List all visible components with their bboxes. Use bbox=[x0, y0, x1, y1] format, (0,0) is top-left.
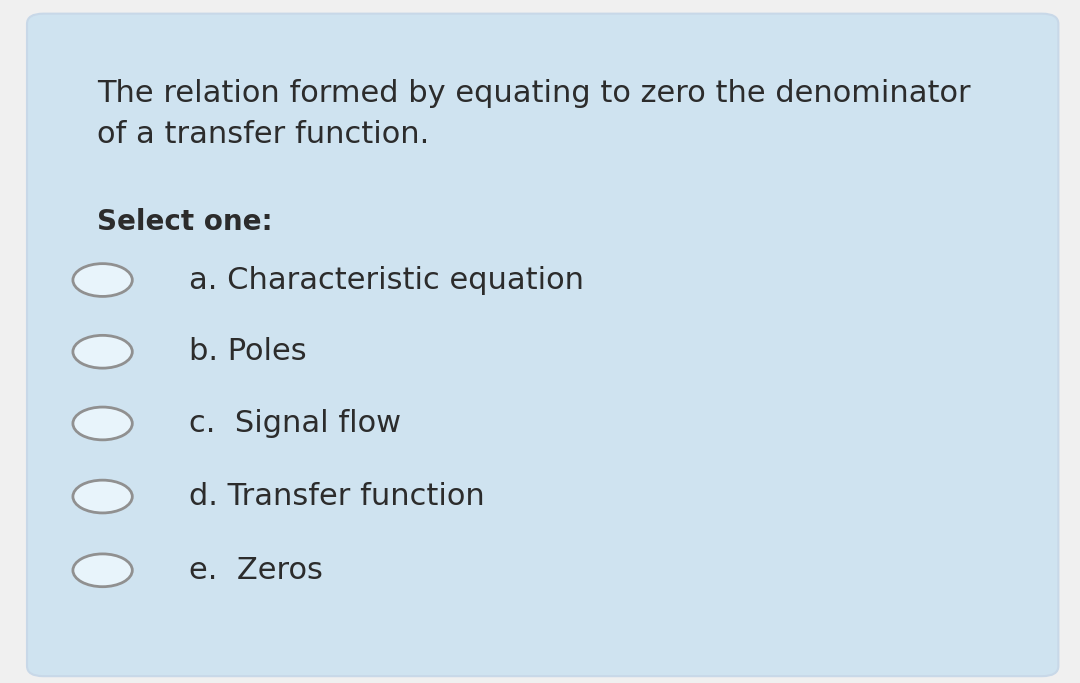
Text: c.  Signal flow: c. Signal flow bbox=[189, 409, 401, 438]
Ellipse shape bbox=[72, 480, 132, 513]
FancyBboxPatch shape bbox=[27, 14, 1058, 676]
Text: a. Characteristic equation: a. Characteristic equation bbox=[189, 266, 584, 294]
Text: d. Transfer function: d. Transfer function bbox=[189, 482, 485, 511]
Text: Select one:: Select one: bbox=[97, 208, 273, 236]
Text: The relation formed by equating to zero the denominator: The relation formed by equating to zero … bbox=[97, 79, 971, 107]
Text: e.  Zeros: e. Zeros bbox=[189, 556, 323, 585]
Ellipse shape bbox=[72, 554, 132, 587]
Text: b. Poles: b. Poles bbox=[189, 337, 307, 366]
Ellipse shape bbox=[72, 335, 132, 368]
Text: of a transfer function.: of a transfer function. bbox=[97, 120, 430, 148]
Ellipse shape bbox=[72, 264, 132, 296]
Ellipse shape bbox=[72, 407, 132, 440]
